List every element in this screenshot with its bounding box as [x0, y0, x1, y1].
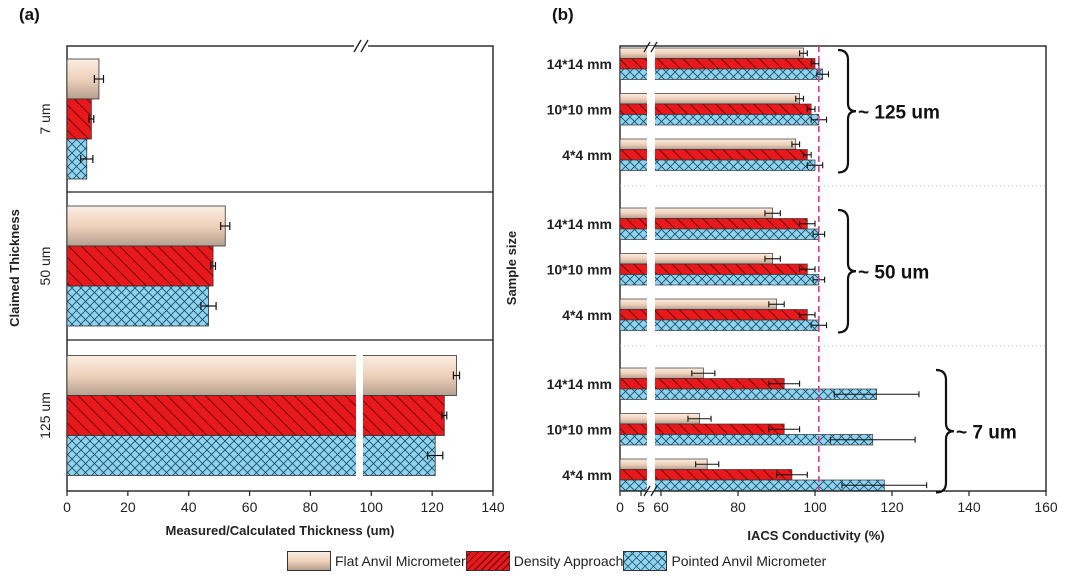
group-label: ~ 7 um	[956, 422, 1017, 443]
panel-a-y-categories: 7 um 50 um 125 um	[37, 103, 53, 438]
legend-swatch-density	[465, 551, 510, 571]
category-label: 125 um	[37, 392, 53, 439]
panel-b-xlabel: IACS Conductivity (%)	[747, 528, 884, 543]
bar-density	[619, 378, 785, 390]
group-label: ~ 50 um	[858, 262, 929, 283]
category-label: 7 um	[37, 103, 53, 134]
bar-density	[66, 395, 445, 436]
panel-b-ylabel: Sample size	[504, 231, 519, 305]
x-tick-label: 160	[1034, 499, 1058, 515]
panel-a-x-ticks: 0 20 40 60 80 100 120 140	[63, 491, 505, 515]
category-label: 50 um	[37, 247, 53, 286]
bar-density	[619, 423, 785, 435]
legend-label: Flat Anvil Micrometer	[335, 553, 466, 569]
x-tick-label: 0	[616, 499, 624, 515]
legend-swatch-flat	[287, 551, 331, 571]
legend-item-density: Density Approach	[465, 551, 624, 571]
axis-break-mark	[643, 41, 651, 53]
x-tick-label: 80	[730, 499, 746, 515]
x-tick-label: 80	[303, 499, 319, 515]
bar-flat	[619, 298, 777, 310]
x-tick-label: 100	[803, 499, 827, 515]
bar-flat	[66, 58, 100, 100]
figure: (a) (b) 0 20 40 60 80 100 120 140 Measured/Calc…	[7, 5, 1058, 543]
panel-a-xlabel: Measured/Calculated Thickness (um)	[165, 523, 394, 538]
bar-flat	[66, 355, 457, 396]
group-bracket	[837, 48, 857, 174]
bar-density	[619, 469, 793, 481]
legend-label: Density Approach	[513, 553, 624, 569]
bar-flat	[619, 138, 797, 150]
panel-b-x-ticks: 0 5 60 80 100 120 140 160	[616, 41, 1058, 515]
x-tick-label: 140	[481, 499, 505, 515]
axis-break-mark	[650, 485, 658, 497]
x-tick-label: 120	[880, 499, 904, 515]
axis-break-a	[353, 39, 369, 53]
category-label: 14*14 mm	[547, 216, 612, 232]
axis-break-mark	[650, 41, 658, 53]
panel-b-grid	[620, 185, 1046, 347]
bar-flat	[619, 253, 773, 265]
panel-b-bars	[619, 47, 928, 491]
group-bracket	[935, 368, 955, 494]
panel-b-y-categories: 14*14 mm 10*10 mm 4*4 mm 14*14 mm 10*10 mm 4*…	[547, 56, 612, 483]
group-bracket	[837, 208, 857, 334]
legend-label: Pointed Anvil Micrometer	[671, 553, 827, 569]
category-label: 4*4 mm	[562, 147, 612, 163]
bar-density	[66, 98, 92, 140]
x-tick-label: 100	[360, 499, 384, 515]
legend: Flat Anvil Micrometer Density Approach P…	[287, 548, 826, 574]
bar-pointed	[66, 435, 436, 476]
x-tick-label: 20	[120, 499, 136, 515]
bar-flat	[619, 367, 704, 379]
bar-density	[66, 245, 214, 287]
axis-break-stripe	[356, 348, 363, 484]
bar-flat	[619, 207, 773, 219]
legend-item-pointed: Pointed Anvil Micrometer	[623, 551, 826, 571]
bar-flat	[619, 458, 708, 470]
category-label: 14*14 mm	[547, 376, 612, 392]
axis-break-mark	[643, 485, 651, 497]
category-label: 4*4 mm	[562, 467, 612, 483]
axis-break-b	[647, 46, 655, 491]
category-label: 4*4 mm	[562, 307, 612, 323]
category-label: 10*10 mm	[547, 421, 612, 437]
category-label: 14*14 mm	[547, 56, 612, 72]
category-label: 10*10 mm	[547, 101, 612, 117]
category-label: 10*10 mm	[547, 261, 612, 277]
x-tick-label: 60	[653, 499, 669, 515]
x-tick-label: 120	[420, 499, 444, 515]
panel-a-bars	[66, 58, 461, 484]
x-tick-label: 40	[181, 499, 197, 515]
panel-a-ylabel: Claimed Thickness	[7, 209, 22, 327]
x-tick-label: 0	[63, 499, 71, 515]
x-tick-label: 140	[957, 499, 981, 515]
panel-a-label: (a)	[19, 5, 40, 24]
x-tick-label: 60	[242, 499, 258, 515]
panel-b-group-brackets: ~ 125 um ~ 50 um ~ 7 um	[837, 48, 1017, 494]
legend-item-flat: Flat Anvil Micrometer	[287, 551, 466, 571]
x-tick-label: 5	[637, 499, 645, 515]
bar-flat	[619, 93, 800, 105]
panel-b-label: (b)	[552, 5, 574, 24]
legend-swatch-pointed	[623, 551, 668, 571]
group-label: ~ 125 um	[858, 102, 940, 123]
bar-flat	[66, 205, 226, 247]
bar-pointed	[66, 285, 209, 327]
